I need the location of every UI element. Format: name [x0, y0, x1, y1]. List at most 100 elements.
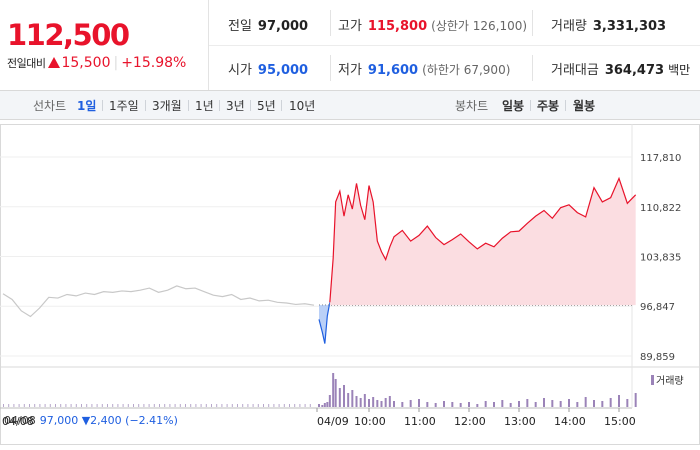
volume-bar — [70, 404, 72, 407]
tab-daily[interactable]: 일봉 — [502, 99, 525, 113]
volume-bar — [231, 404, 233, 407]
tab-1y[interactable]: 1년 — [195, 99, 214, 113]
volume-bar — [127, 404, 129, 407]
volume-bar — [409, 400, 412, 407]
volume-bar — [122, 404, 124, 407]
volume-bar — [372, 397, 375, 407]
stat-label: 저가 — [338, 63, 362, 78]
tab-10y[interactable]: 10년 — [289, 99, 316, 113]
volume-bar — [468, 402, 470, 407]
volume-bar — [226, 404, 228, 407]
volume-bar — [65, 404, 67, 407]
stat-value: 115,800 — [367, 19, 428, 34]
tab-divider — [565, 100, 566, 111]
volume-bar — [418, 399, 420, 407]
volume-bar — [195, 404, 197, 407]
stats-col-divider — [532, 55, 533, 81]
stat-value: 95,000 — [257, 63, 309, 78]
tab-5y[interactable]: 5년 — [257, 99, 276, 113]
volume-bar — [518, 401, 520, 407]
volume-bar — [626, 399, 629, 407]
stats-col-divider — [330, 10, 331, 36]
volume-bar — [363, 394, 366, 407]
volume-bar — [376, 400, 379, 407]
tab-monthly[interactable]: 월봉 — [573, 99, 596, 113]
volume-bar — [211, 404, 212, 407]
volume-bar — [200, 404, 202, 407]
tab-3y[interactable]: 3년 — [226, 99, 245, 113]
volume-bar — [49, 404, 51, 407]
tab-weekly[interactable]: 주봉 — [537, 99, 560, 113]
tab-1d[interactable]: 1일 — [77, 99, 97, 113]
tab-divider — [530, 100, 531, 111]
y-tick-label: 103,835 — [640, 252, 681, 263]
upper-limit: (상한가 126,100) — [431, 19, 528, 33]
lower-limit: (하한가 67,900) — [422, 63, 511, 77]
x-tick-label: 04/09 — [317, 415, 349, 428]
volume-bar — [252, 404, 254, 407]
x-tick-label: 12:00 — [454, 415, 486, 428]
volume-bar — [299, 404, 301, 407]
volume-bar — [18, 404, 20, 407]
tab-3m[interactable]: 3개월 — [152, 99, 182, 113]
volume-bar — [593, 400, 595, 407]
volume-bar — [81, 404, 82, 407]
stat-value: 97,000 — [257, 19, 309, 34]
stat-turnover: 거래대금 364,473 백만 — [551, 59, 690, 78]
change-value: 15,500 — [61, 55, 111, 71]
volume-bar — [91, 404, 93, 407]
volume-bar — [601, 401, 604, 407]
tab-divider — [250, 100, 251, 111]
x-tick-label: 10:00 — [354, 415, 386, 428]
volume-bar — [543, 398, 545, 407]
volume-bar — [368, 399, 370, 407]
volume-bar — [8, 404, 10, 407]
volume-legend: 거래량 — [651, 372, 684, 387]
volume-bar — [96, 404, 98, 407]
x-tick-label: 14:00 — [554, 415, 586, 428]
stat-high: 고가 115,800 (상한가 126,100) — [338, 15, 527, 34]
volume-bar — [338, 388, 341, 407]
change-percent: +15.98% — [121, 55, 187, 71]
volume-bar — [23, 404, 25, 407]
today-up-line — [329, 176, 637, 303]
prev-close: 97,000 — [39, 414, 79, 427]
stat-value: 3,331,303 — [592, 19, 667, 34]
volume-bar — [112, 404, 114, 407]
tab-1w[interactable]: 1주일 — [109, 99, 139, 113]
volume-bar — [257, 404, 259, 407]
current-price: 112,500 — [7, 18, 130, 52]
stat-label: 전일 — [228, 19, 252, 34]
volume-bar — [618, 395, 620, 407]
prev-day-price-line — [2, 285, 315, 318]
volume-bar — [29, 404, 30, 407]
volume-bar — [294, 404, 296, 407]
stats-row-divider — [209, 45, 700, 46]
x-tick-label: 13:00 — [504, 415, 536, 428]
volume-bar — [334, 379, 337, 407]
stat-low: 저가 91,600 (하한가 67,900) — [338, 59, 510, 78]
today-down-line — [318, 302, 331, 344]
volume-bar — [534, 402, 537, 407]
volume-bar — [318, 404, 320, 407]
stat-open: 시가 95,000 — [228, 59, 308, 78]
volume-bar — [576, 402, 579, 407]
prev-change: 2,400 — [90, 414, 122, 427]
down-triangle-icon: ▼ — [81, 414, 91, 427]
volume-bar — [133, 404, 134, 407]
volume-bar — [278, 404, 280, 407]
candle-chart-header: 봉차트 — [455, 99, 489, 113]
volume-bar — [185, 404, 186, 407]
volume-bar — [304, 404, 306, 407]
tab-divider — [102, 100, 103, 111]
volume-bar — [273, 404, 275, 407]
stat-value: 91,600 — [367, 63, 419, 78]
volume-bar — [501, 400, 504, 407]
volume-bar — [401, 402, 404, 407]
y-tick-label: 117,810 — [640, 153, 681, 164]
volume-bar — [459, 403, 462, 407]
tab-divider — [281, 100, 282, 111]
volume-bar — [242, 404, 244, 407]
volume-bar — [60, 404, 62, 407]
